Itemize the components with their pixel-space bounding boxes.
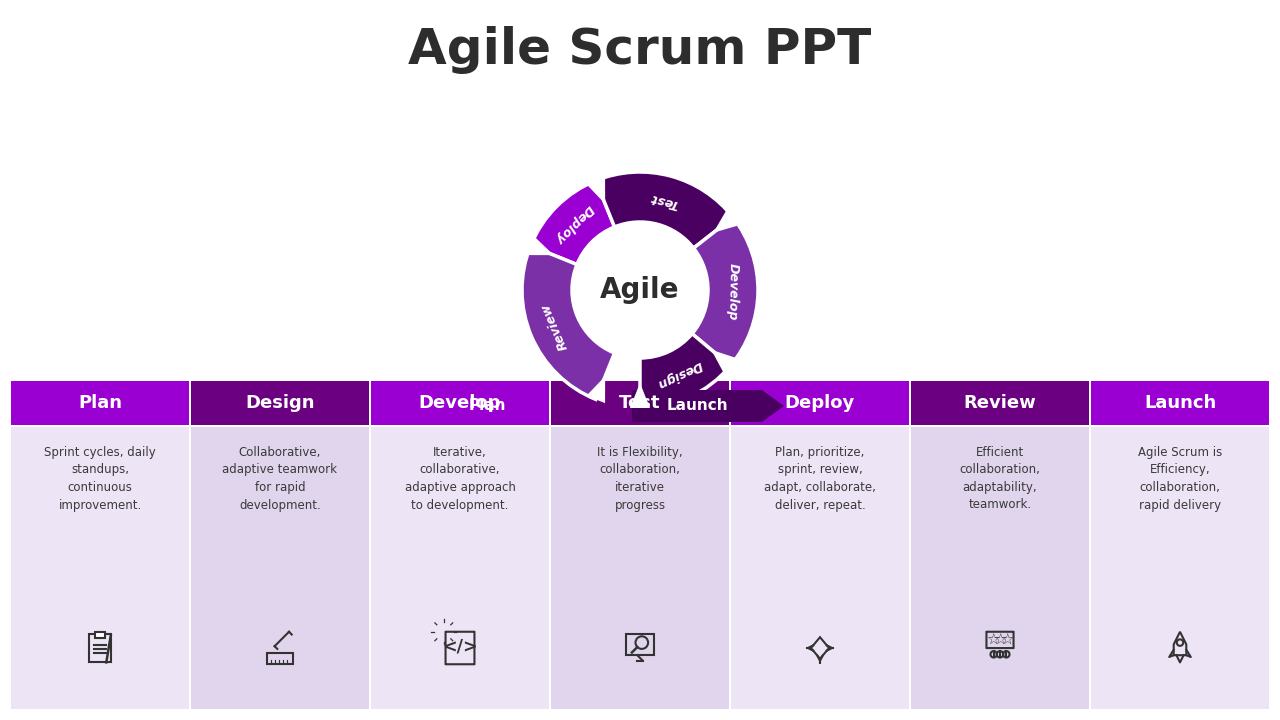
FancyBboxPatch shape (12, 381, 189, 425)
Text: It is Flexibility,
collaboration,
iterative
progress: It is Flexibility, collaboration, iterat… (598, 446, 682, 511)
Polygon shape (712, 350, 737, 374)
FancyBboxPatch shape (95, 632, 105, 638)
Wedge shape (522, 246, 614, 400)
Text: Deploy: Deploy (553, 202, 596, 246)
FancyBboxPatch shape (371, 427, 549, 709)
Text: Agile Scrum is
Efficiency,
collaboration,
rapid delivery: Agile Scrum is Efficiency, collaboration… (1138, 446, 1222, 511)
Text: ☆: ☆ (993, 632, 1007, 647)
Text: Deploy: Deploy (785, 394, 855, 412)
Polygon shape (527, 237, 554, 255)
Text: ☆: ☆ (1001, 632, 1014, 647)
Text: Agile: Agile (600, 276, 680, 304)
Text: Agile Scrum PPT: Agile Scrum PPT (408, 26, 872, 74)
Text: Design: Design (246, 394, 315, 412)
Polygon shape (713, 210, 739, 233)
Text: Test: Test (649, 190, 680, 210)
Text: Plan: Plan (468, 398, 506, 413)
Text: Plan, prioritize,
sprint, review,
adapt, collaborate,
deliver, repeat.: Plan, prioritize, sprint, review, adapt,… (764, 446, 876, 511)
FancyBboxPatch shape (731, 381, 909, 425)
Text: Efficient
collaboration,
adaptability,
teamwork.: Efficient collaboration, adaptability, t… (960, 446, 1041, 511)
FancyBboxPatch shape (550, 381, 730, 425)
Text: ☆: ☆ (986, 632, 1000, 647)
Polygon shape (586, 377, 605, 403)
FancyBboxPatch shape (911, 427, 1089, 709)
Text: Sprint cycles, daily
standups,
continuous
improvement.: Sprint cycles, daily standups, continuou… (44, 446, 156, 511)
Text: Design: Design (654, 358, 704, 390)
FancyBboxPatch shape (1091, 381, 1268, 425)
Text: Review: Review (539, 301, 570, 352)
FancyBboxPatch shape (191, 427, 369, 709)
Text: Iterative,
collaborative,
adaptive approach
to development.: Iterative, collaborative, adaptive appro… (404, 446, 516, 511)
Polygon shape (762, 390, 783, 422)
FancyBboxPatch shape (371, 381, 549, 425)
Wedge shape (595, 172, 733, 248)
FancyBboxPatch shape (550, 427, 730, 709)
Polygon shape (586, 177, 605, 204)
FancyBboxPatch shape (12, 427, 189, 709)
FancyBboxPatch shape (731, 427, 909, 709)
Text: Plan: Plan (78, 394, 122, 412)
Polygon shape (630, 383, 650, 408)
Text: Test: Test (620, 394, 660, 412)
Wedge shape (531, 181, 614, 264)
Wedge shape (692, 217, 758, 366)
Wedge shape (640, 333, 731, 408)
FancyBboxPatch shape (428, 390, 547, 422)
Text: Develop: Develop (419, 394, 502, 412)
Text: Collaborative,
adaptive teamwork
for rapid
development.: Collaborative, adaptive teamwork for rap… (223, 446, 338, 511)
Text: Develop: Develop (726, 263, 740, 320)
FancyBboxPatch shape (632, 390, 762, 422)
FancyBboxPatch shape (1091, 427, 1268, 709)
Text: Review: Review (964, 394, 1037, 412)
Text: Launch: Launch (1144, 394, 1216, 412)
FancyBboxPatch shape (191, 381, 369, 425)
Text: </>: </> (442, 637, 477, 655)
Text: Launch: Launch (666, 398, 728, 413)
Circle shape (575, 225, 705, 355)
FancyBboxPatch shape (911, 381, 1089, 425)
